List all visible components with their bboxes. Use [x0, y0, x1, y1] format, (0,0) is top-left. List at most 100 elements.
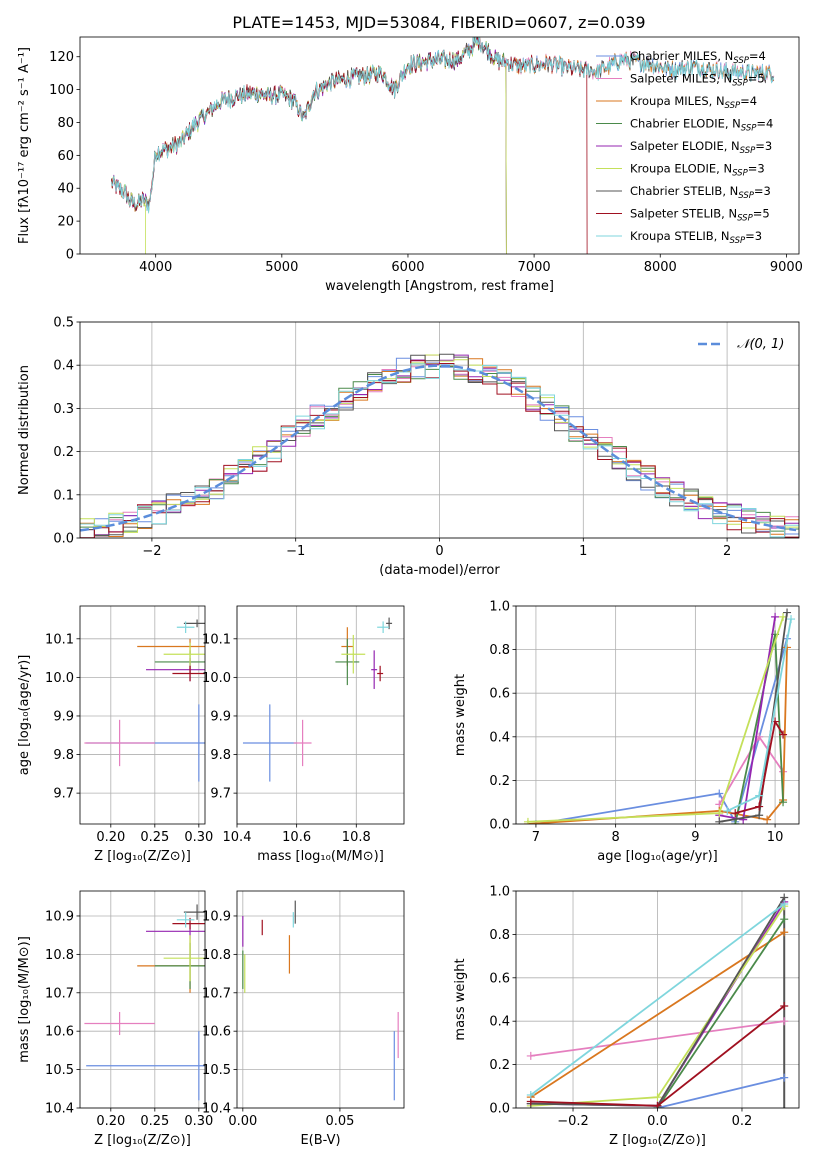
legend-label-sub: SSP	[741, 124, 757, 134]
y-tick-label: 10.4	[202, 1102, 231, 1117]
y-tick-label: 0.1	[53, 488, 74, 503]
axis-frame	[79, 605, 206, 825]
x-tick-label: 1	[579, 544, 587, 559]
legend-label-tail: =4	[740, 94, 757, 108]
legend-label-main: Chabrier ELODIE, N	[630, 117, 741, 131]
legend-label-tail: =3	[748, 162, 765, 176]
weight-marker	[755, 791, 764, 800]
x-tick-label: 10	[767, 830, 784, 845]
weight-marker	[653, 1093, 662, 1102]
x-axis-label: Z [log₁₀(Z/Z⊙)]	[609, 1133, 706, 1148]
legend-label: Salpeter MILES, NSSP=5	[630, 72, 765, 89]
panel-spectrum: 4000 5000 6000 7000 8000 9000 0 20 40 60 80 100 120 w…	[17, 36, 803, 294]
weight-marker	[526, 1090, 535, 1099]
histogram-8	[80, 363, 799, 538]
x-tick-label: 0.25	[140, 830, 169, 845]
legend-label-tail: =5	[748, 72, 765, 86]
panel-residuals: −2 −1 0 1 2 0.0 0.1 0.2 0.3 0.4 0.5 (data-model)/er…	[17, 316, 800, 578]
y-tick-label: 9.7	[53, 787, 74, 802]
weight-line-8	[530, 903, 785, 1096]
legend-label: Kroupa ELODIE, NSSP=3	[630, 162, 765, 179]
x-tick-label: 7000	[518, 260, 551, 275]
weight-marker	[780, 915, 789, 924]
legend-label-main: Salpeter ELODIE, N	[630, 139, 740, 153]
weight-line-2	[530, 931, 785, 1098]
y-tick-label: 0	[66, 248, 74, 263]
panel-age_vs_Z: 0.20 0.25 0.30 9.7 9.8 9.9 10.0 10.1 Z [log₁₀(Z/…	[17, 605, 213, 864]
y-tick-label: 1.0	[489, 600, 510, 615]
weight-marker	[780, 1017, 789, 1026]
legend-label-tail: =5	[753, 207, 770, 221]
weight-line-1	[530, 1020, 785, 1057]
legend-label: Chabrier STELIB, NSSP=3	[630, 184, 771, 201]
weight-marker	[787, 615, 796, 624]
panel-age_vs_mass: 10.4 10.6 10.8 9.7 9.8 9.9 10.0 10.1 mass [log₁₀…	[202, 605, 405, 864]
x-tick-label: 0.05	[325, 1114, 354, 1129]
weight-marker	[783, 608, 792, 617]
y-tick-label: 10.5	[45, 1063, 74, 1078]
y-tick-label: 9.7	[210, 787, 231, 802]
plot-area	[242, 900, 399, 1101]
x-axis-label: E(B-V)	[300, 1133, 340, 1148]
panel-massweight_vs_age: 7 8 9 10 0.0 0.2 0.4 0.6 0.8 1.0 age [log₁₀(age/yr…	[453, 600, 800, 864]
normal-curve	[80, 364, 797, 532]
weight-marker	[779, 798, 788, 807]
x-tick-label: 0.2	[732, 1114, 753, 1129]
legend-label-tail: =4	[749, 49, 766, 63]
axis-frame	[515, 890, 800, 1109]
legend-label-main: Salpeter STELIB, N	[630, 207, 737, 221]
y-tick-label: 10.5	[202, 1063, 231, 1078]
y-tick-label: 0.2	[489, 1058, 510, 1073]
y-tick-label: 9.9	[210, 709, 231, 724]
y-tick-label: 10.1	[45, 632, 74, 647]
y-tick-label: 10.9	[45, 909, 74, 924]
legend-label-sub: SSP	[738, 191, 754, 201]
axis-frame	[236, 605, 405, 825]
weight-marker	[653, 1101, 662, 1108]
legend-label-sub: SSP	[730, 236, 746, 246]
y-tick-label: 0.4	[489, 1015, 510, 1030]
weight-marker	[715, 789, 724, 798]
legend-label-tail: =4	[756, 117, 773, 131]
y-tick-label: 0.6	[489, 971, 510, 986]
y-tick-label: 10.8	[202, 948, 231, 963]
legend-label: Kroupa MILES, NSSP=4	[630, 94, 757, 111]
weight-marker	[763, 815, 772, 824]
x-tick-label: 10.8	[342, 830, 371, 845]
legend-label-main: Chabrier STELIB, N	[630, 184, 738, 198]
y-axis-label: Flux [fλ10⁻¹⁷ erg cm⁻² s⁻¹ A⁻¹]	[17, 47, 32, 244]
legend-label-sub: SSP	[733, 56, 749, 66]
weight-marker	[780, 928, 789, 937]
weight-marker	[731, 809, 740, 818]
x-tick-label: 4000	[139, 260, 172, 275]
x-tick-label: 5000	[265, 260, 298, 275]
y-axis-label: mass weight	[453, 674, 468, 756]
axis-frame	[79, 321, 800, 539]
weight-marker	[779, 730, 788, 739]
weight-marker	[731, 820, 740, 824]
y-tick-label: 0.5	[53, 316, 74, 331]
x-tick-label: 0.0	[647, 1114, 668, 1129]
y-tick-label: 0.0	[53, 532, 74, 547]
y-tick-label: 10.0	[202, 671, 231, 686]
legend-label: Salpeter STELIB, NSSP=5	[630, 207, 770, 224]
grid-lines	[80, 606, 205, 824]
y-tick-label: 0.8	[489, 643, 510, 658]
x-tick-label: 0.25	[140, 1114, 169, 1129]
y-tick-label: 9.8	[210, 748, 231, 763]
x-tick-label: −1	[286, 544, 305, 559]
plot-area	[242, 617, 393, 782]
x-tick-label: 8	[612, 830, 620, 845]
y-tick-label: 10.6	[202, 1025, 231, 1040]
legend-label-main: Kroupa MILES, N	[630, 94, 725, 108]
y-tick-label: 0.0	[489, 818, 510, 833]
legend-label-tail: =3	[755, 139, 772, 153]
y-tick-label: 10.9	[202, 909, 231, 924]
weight-marker	[523, 817, 532, 824]
y-axis-label: Normed distribution	[17, 365, 32, 495]
y-tick-label: 0.2	[53, 445, 74, 460]
plot-area	[84, 904, 205, 1101]
x-tick-label: 8000	[644, 260, 677, 275]
